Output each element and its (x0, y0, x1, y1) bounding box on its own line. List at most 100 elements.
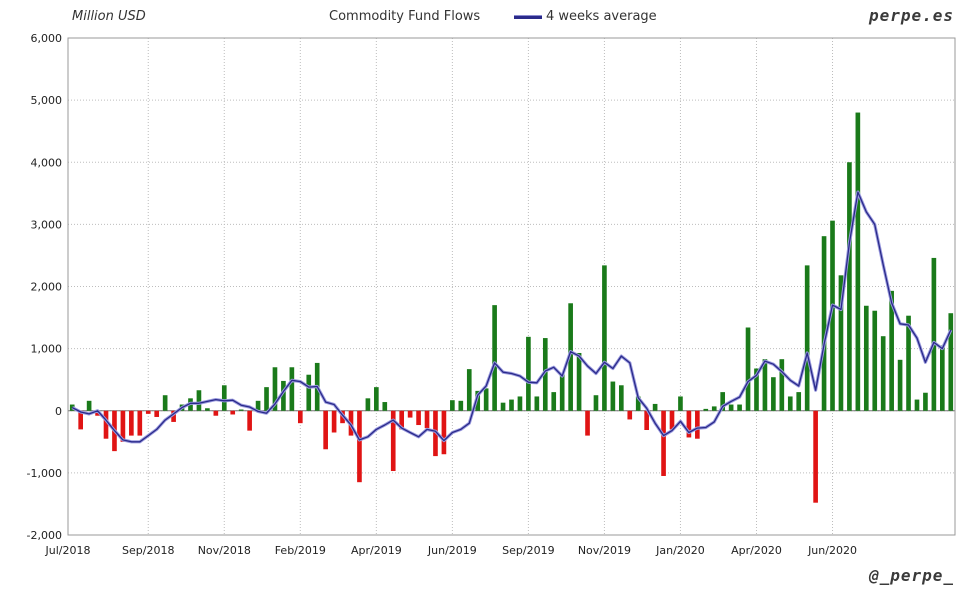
bar (669, 410, 675, 430)
bar (923, 392, 928, 411)
bar (804, 265, 810, 411)
bar (483, 388, 489, 411)
bar (813, 410, 818, 503)
bar (255, 400, 261, 411)
x-tick-label: Apr/2020 (731, 544, 782, 557)
bar (221, 385, 227, 411)
y-tick-label: 0 (55, 405, 62, 418)
bar (711, 406, 717, 411)
y-axis-ticks: -2,000 -1,000 0 1,000 2,000 3,000 4,000 5,000 6,… (27, 32, 62, 542)
bar (213, 410, 219, 416)
brand-logo-top: perpe.es (868, 6, 954, 25)
bar (551, 392, 557, 411)
bar (618, 385, 624, 411)
plot-border (67, 37, 956, 536)
y-tick-label: 2,000 (31, 281, 63, 294)
bar (162, 395, 168, 411)
bar (407, 410, 413, 418)
bar (931, 257, 937, 411)
x-tick-label: Jul/2018 (45, 544, 91, 557)
bar (821, 236, 827, 411)
bar (103, 410, 109, 439)
legend-line-swatch (514, 14, 542, 19)
bar (779, 359, 785, 411)
bar (695, 410, 700, 439)
bar (787, 396, 793, 411)
unit-label: Million USD (72, 9, 146, 24)
bar (796, 392, 802, 411)
bar (745, 327, 751, 411)
bar (627, 410, 633, 420)
bar (948, 313, 954, 411)
bar (880, 336, 886, 411)
bar (889, 290, 894, 411)
bar (509, 399, 514, 411)
bar (171, 410, 176, 422)
bar (728, 404, 734, 411)
bar (374, 387, 379, 411)
bar (610, 381, 616, 411)
bar (602, 265, 607, 411)
bar (863, 305, 869, 411)
bar (576, 352, 582, 411)
bar (205, 408, 210, 411)
bar (247, 410, 252, 431)
bar (86, 400, 92, 411)
bar (390, 410, 396, 472)
x-tick-label: Jan/2020 (655, 544, 705, 557)
x-axis-ticks: Jul/2018 Sep/2018 Nov/2018 Feb/2019 Apr/2019… (45, 544, 857, 557)
bar (306, 374, 312, 411)
bar (559, 373, 565, 411)
bar (458, 400, 464, 411)
bar (593, 395, 599, 411)
average-line-path (71, 191, 952, 443)
bar (754, 368, 759, 411)
average-line (71, 190, 953, 444)
bar (872, 310, 878, 411)
x-tick-label: Sep/2019 (502, 544, 554, 557)
bar (526, 336, 531, 411)
bar (230, 410, 236, 415)
bar (517, 396, 523, 411)
bar (644, 410, 649, 431)
bar (145, 410, 151, 414)
bar (331, 410, 337, 433)
chart-title: Commodity Fund Flows (329, 9, 481, 24)
y-tick-label: 1,000 (31, 343, 63, 356)
bar (196, 390, 202, 411)
bar (129, 410, 134, 436)
y-tick-label: -1,000 (27, 467, 62, 480)
bar (914, 399, 920, 411)
bar (585, 410, 590, 436)
y-tick-label: 6,000 (31, 32, 63, 45)
brand-logo-bottom: @_perpe_ (868, 566, 954, 585)
x-tick-label: Sep/2018 (122, 544, 174, 557)
x-tick-label: Nov/2018 (198, 544, 251, 557)
bar (441, 410, 447, 455)
bar (847, 162, 852, 411)
bar (940, 345, 945, 411)
bar (838, 275, 844, 411)
bar (720, 392, 726, 411)
legend-label: 4 weeks average (546, 9, 657, 24)
bar (492, 305, 497, 411)
bar (137, 410, 143, 436)
x-tick-label: Nov/2019 (578, 544, 631, 557)
bar (568, 303, 573, 411)
bar (272, 367, 278, 411)
y-tick-label: 3,000 (31, 218, 63, 231)
bar (686, 410, 692, 438)
x-tick-label: Apr/2019 (351, 544, 402, 557)
bar (906, 315, 911, 411)
bar (450, 400, 455, 411)
bar (771, 377, 776, 411)
bar (78, 410, 83, 430)
bar (542, 338, 548, 411)
y-tick-label: -2,000 (27, 529, 62, 542)
bar (475, 390, 481, 411)
bar (678, 396, 683, 411)
bar (830, 220, 835, 411)
x-tick-label: Jun/2020 (807, 544, 857, 557)
bar (661, 410, 666, 476)
bar (323, 410, 328, 450)
